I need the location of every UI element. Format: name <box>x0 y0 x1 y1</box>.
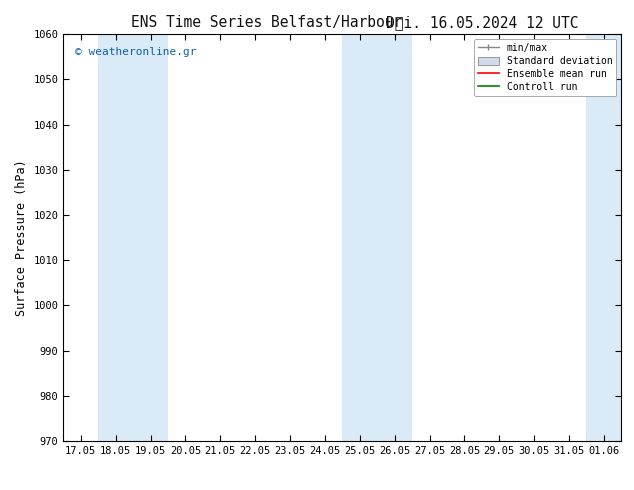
Bar <box>586 34 621 441</box>
Bar <box>98 34 168 441</box>
Text: ENS Time Series Belfast/Harbour: ENS Time Series Belfast/Harbour <box>131 15 402 30</box>
Text: Đải. 16.05.2024 12 UTC: Đải. 16.05.2024 12 UTC <box>385 15 578 30</box>
Y-axis label: Surface Pressure (hPa): Surface Pressure (hPa) <box>15 159 28 316</box>
Bar <box>342 34 412 441</box>
Text: © weatheronline.gr: © weatheronline.gr <box>75 47 196 56</box>
Legend: min/max, Standard deviation, Ensemble mean run, Controll run: min/max, Standard deviation, Ensemble me… <box>474 39 616 96</box>
